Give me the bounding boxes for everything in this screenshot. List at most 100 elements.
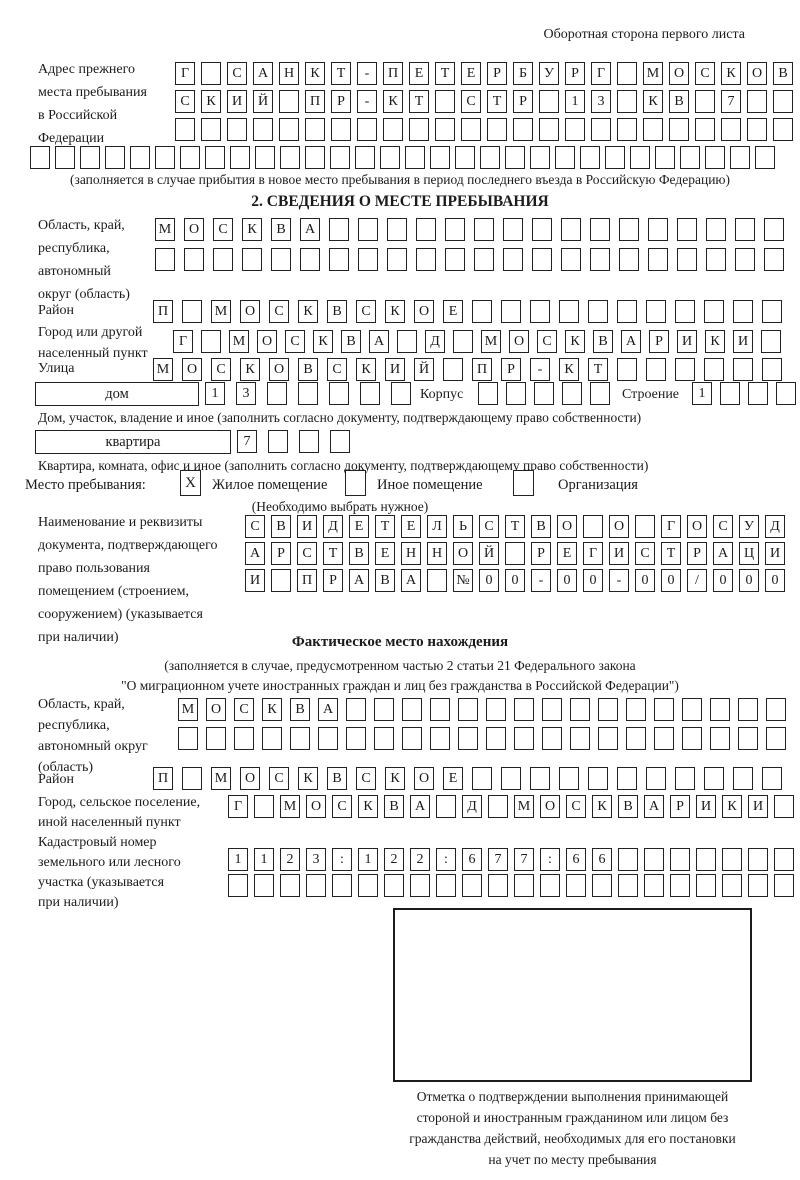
char-cell[interactable] — [643, 118, 663, 141]
char-cell[interactable]: Е — [375, 542, 395, 565]
char-cell[interactable] — [646, 767, 666, 790]
stay-type-checkbox-residential[interactable]: X — [180, 470, 201, 496]
stroenie-row[interactable]: 1 — [692, 382, 796, 405]
char-cell[interactable] — [175, 118, 195, 141]
char-cell[interactable]: О — [669, 62, 689, 85]
char-cell[interactable] — [255, 146, 275, 169]
char-cell[interactable] — [762, 300, 782, 323]
char-cell[interactable] — [271, 248, 291, 271]
char-cell[interactable] — [748, 382, 768, 405]
char-cell[interactable] — [360, 382, 380, 405]
char-cell[interactable]: О — [557, 515, 577, 538]
char-cell[interactable]: К — [643, 90, 663, 113]
char-cell[interactable] — [588, 300, 608, 323]
char-cell[interactable] — [561, 248, 581, 271]
char-cell[interactable] — [234, 727, 254, 750]
char-cell[interactable]: Е — [409, 62, 429, 85]
char-cell[interactable] — [766, 698, 786, 721]
char-cell[interactable]: Л — [427, 515, 447, 538]
char-cell[interactable] — [540, 874, 560, 897]
char-cell[interactable]: 6 — [462, 848, 482, 871]
char-cell[interactable] — [738, 698, 758, 721]
char-cell[interactable]: К — [313, 330, 333, 353]
char-cell[interactable] — [534, 382, 554, 405]
char-cell[interactable] — [682, 727, 702, 750]
char-cell[interactable] — [182, 300, 202, 323]
char-cell[interactable] — [130, 146, 150, 169]
char-cell[interactable] — [358, 248, 378, 271]
char-cell[interactable]: Т — [323, 542, 343, 565]
char-cell[interactable]: Ь — [453, 515, 473, 538]
char-cell[interactable]: С — [332, 795, 352, 818]
char-cell[interactable]: Е — [557, 542, 577, 565]
char-cell[interactable] — [730, 146, 750, 169]
char-cell[interactable] — [206, 727, 226, 750]
char-cell[interactable]: К — [298, 300, 318, 323]
char-cell[interactable] — [318, 727, 338, 750]
char-cell[interactable]: 7 — [721, 90, 741, 113]
char-cell[interactable]: М — [514, 795, 534, 818]
char-cell[interactable] — [764, 218, 784, 241]
stay-type-checkbox-organization[interactable] — [513, 470, 534, 496]
char-cell[interactable] — [539, 90, 559, 113]
char-cell[interactable]: В — [298, 358, 318, 381]
char-cell[interactable] — [503, 218, 523, 241]
char-cell[interactable] — [670, 874, 690, 897]
char-cell[interactable] — [445, 248, 465, 271]
char-cell[interactable]: Н — [401, 542, 421, 565]
char-cell[interactable] — [402, 698, 422, 721]
char-cell[interactable] — [306, 874, 326, 897]
char-cell[interactable] — [704, 300, 724, 323]
char-cell[interactable]: Г — [583, 542, 603, 565]
char-cell[interactable]: 1 — [205, 382, 225, 405]
char-cell[interactable] — [618, 848, 638, 871]
char-cell[interactable]: В — [618, 795, 638, 818]
char-cell[interactable] — [280, 874, 300, 897]
char-cell[interactable]: К — [721, 62, 741, 85]
char-cell[interactable] — [764, 248, 784, 271]
char-cell[interactable] — [416, 218, 436, 241]
char-cell[interactable]: Г — [228, 795, 248, 818]
char-cell[interactable] — [675, 300, 695, 323]
char-cell[interactable] — [514, 727, 534, 750]
char-cell[interactable]: К — [722, 795, 742, 818]
char-cell[interactable] — [626, 727, 646, 750]
char-cell[interactable]: Й — [414, 358, 434, 381]
char-cell[interactable]: 3 — [591, 90, 611, 113]
char-cell[interactable] — [669, 118, 689, 141]
char-cell[interactable] — [590, 218, 610, 241]
char-cell[interactable] — [644, 848, 664, 871]
char-cell[interactable] — [646, 358, 666, 381]
char-cell[interactable]: 0 — [557, 569, 577, 592]
char-cell[interactable] — [680, 146, 700, 169]
char-cell[interactable]: Д — [462, 795, 482, 818]
char-cell[interactable] — [227, 118, 247, 141]
char-cell[interactable]: В — [773, 62, 793, 85]
char-cell[interactable]: Е — [461, 62, 481, 85]
char-cell[interactable] — [472, 767, 492, 790]
char-cell[interactable] — [332, 874, 352, 897]
char-cell[interactable]: 3 — [236, 382, 256, 405]
char-cell[interactable] — [704, 358, 724, 381]
char-cell[interactable] — [358, 218, 378, 241]
char-cell[interactable] — [773, 118, 793, 141]
char-cell[interactable] — [514, 874, 534, 897]
char-cell[interactable]: 1 — [358, 848, 378, 871]
char-cell[interactable]: С — [356, 300, 376, 323]
char-cell[interactable] — [384, 874, 404, 897]
char-cell[interactable] — [205, 146, 225, 169]
char-cell[interactable]: 3 — [306, 848, 326, 871]
char-cell[interactable] — [184, 248, 204, 271]
char-cell[interactable] — [267, 382, 287, 405]
char-cell[interactable]: С — [327, 358, 347, 381]
char-cell[interactable] — [762, 767, 782, 790]
char-cell[interactable]: 2 — [410, 848, 430, 871]
char-cell[interactable] — [505, 542, 525, 565]
char-cell[interactable]: К — [559, 358, 579, 381]
char-cell[interactable] — [155, 248, 175, 271]
char-cell[interactable]: И — [385, 358, 405, 381]
